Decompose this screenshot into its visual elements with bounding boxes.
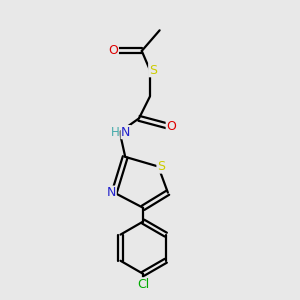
Text: N: N: [121, 126, 130, 139]
Text: S: S: [157, 160, 165, 173]
Text: Cl: Cl: [137, 278, 149, 291]
Text: O: O: [166, 120, 176, 133]
Text: S: S: [149, 64, 157, 77]
Text: O: O: [109, 44, 118, 57]
Text: N: N: [107, 186, 116, 199]
Text: H: H: [110, 126, 119, 139]
